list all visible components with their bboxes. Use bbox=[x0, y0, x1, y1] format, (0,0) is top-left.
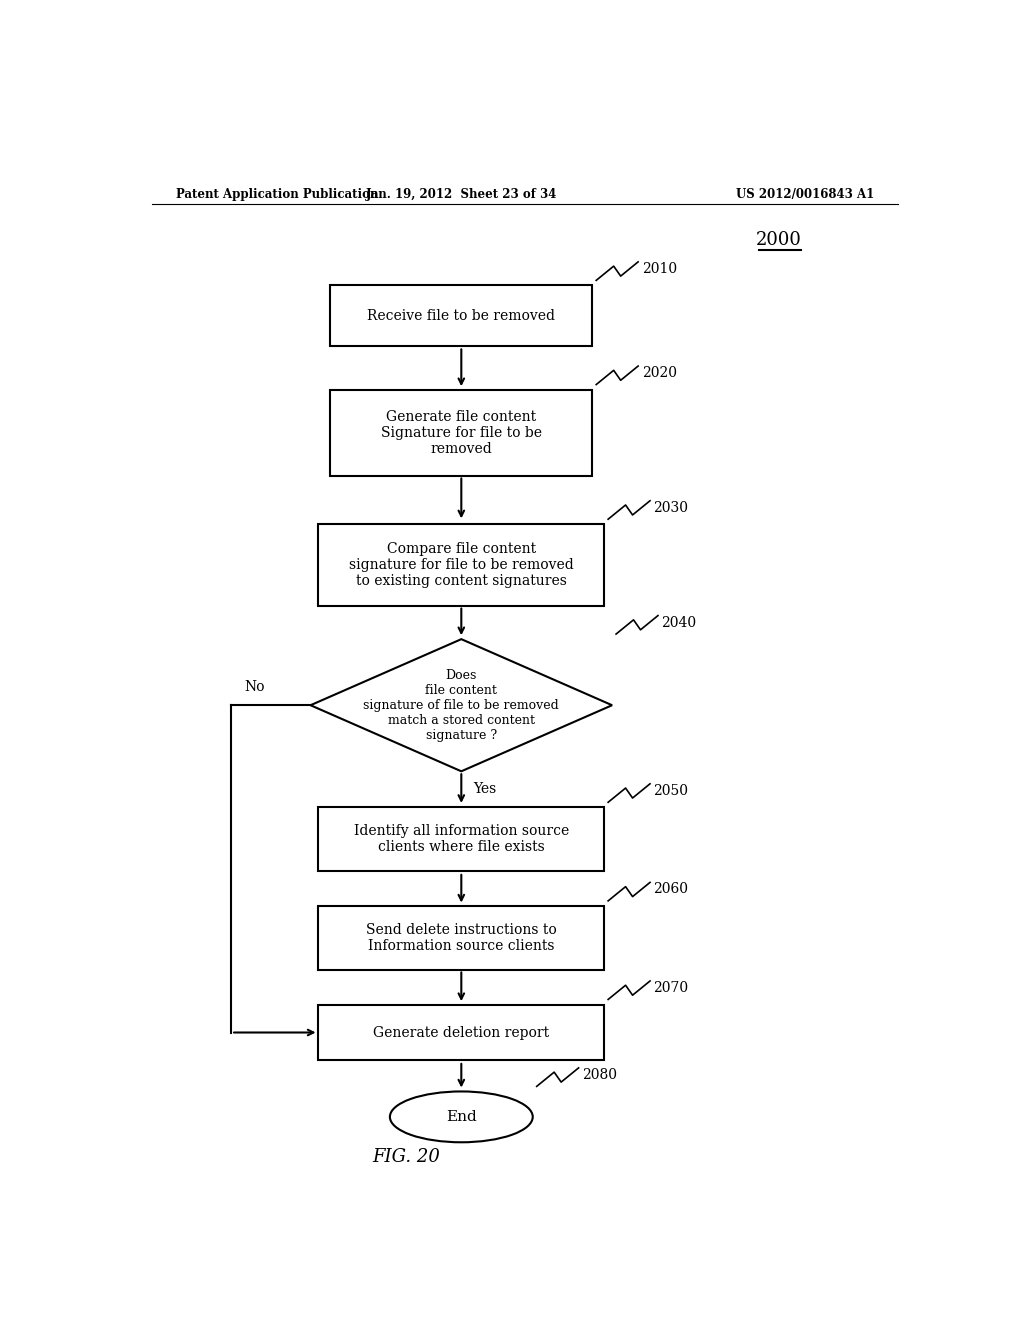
Text: Patent Application Publication: Patent Application Publication bbox=[176, 189, 378, 202]
Bar bbox=[331, 285, 592, 346]
Text: 2040: 2040 bbox=[662, 615, 696, 630]
Bar bbox=[331, 389, 592, 477]
Text: FIG. 20: FIG. 20 bbox=[372, 1147, 439, 1166]
Text: Generate deletion report: Generate deletion report bbox=[374, 1026, 549, 1040]
Text: Jan. 19, 2012  Sheet 23 of 34: Jan. 19, 2012 Sheet 23 of 34 bbox=[366, 189, 557, 202]
Text: 2010: 2010 bbox=[642, 261, 677, 276]
Text: 2050: 2050 bbox=[653, 784, 688, 797]
Text: 2000: 2000 bbox=[756, 231, 802, 248]
Text: Compare file content
signature for file to be removed
to existing content signat: Compare file content signature for file … bbox=[349, 541, 573, 589]
Text: 2070: 2070 bbox=[653, 981, 689, 995]
Text: Yes: Yes bbox=[473, 781, 497, 796]
Text: Receive file to be removed: Receive file to be removed bbox=[368, 309, 555, 323]
Text: 2020: 2020 bbox=[642, 366, 677, 380]
Polygon shape bbox=[310, 639, 612, 771]
Bar bbox=[318, 1005, 604, 1060]
Text: 2060: 2060 bbox=[653, 883, 688, 896]
Text: US 2012/0016843 A1: US 2012/0016843 A1 bbox=[735, 189, 873, 202]
Text: No: No bbox=[245, 680, 265, 694]
Text: Send delete instructions to
Information source clients: Send delete instructions to Information … bbox=[366, 923, 557, 953]
Text: 2030: 2030 bbox=[653, 500, 688, 515]
Ellipse shape bbox=[390, 1092, 532, 1142]
Text: Does
file content
signature of file to be removed
match a stored content
signatu: Does file content signature of file to b… bbox=[364, 669, 559, 742]
Bar bbox=[318, 808, 604, 871]
Text: Identify all information source
clients where file exists: Identify all information source clients … bbox=[353, 824, 569, 854]
Bar bbox=[318, 906, 604, 970]
Text: 2080: 2080 bbox=[582, 1068, 617, 1082]
Text: End: End bbox=[445, 1110, 477, 1123]
Bar bbox=[318, 524, 604, 606]
Text: Generate file content
Signature for file to be
removed: Generate file content Signature for file… bbox=[381, 409, 542, 455]
